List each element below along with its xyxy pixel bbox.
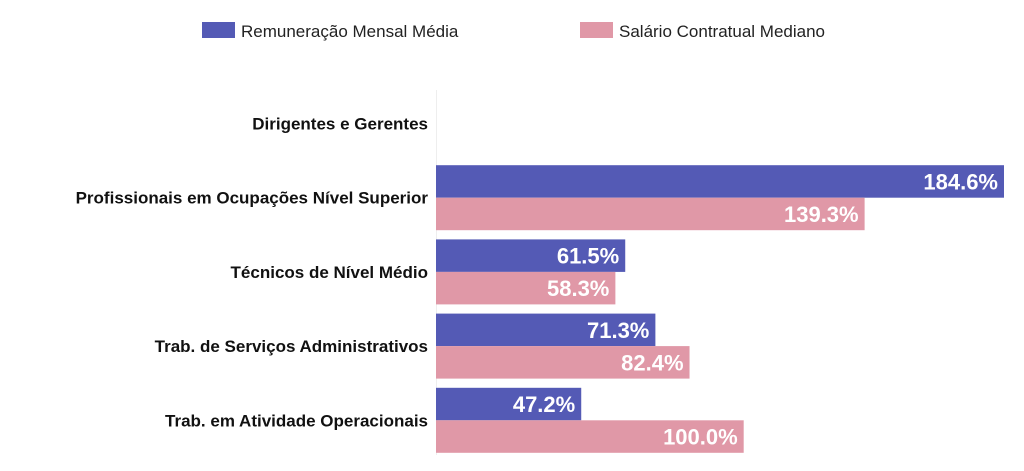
- bar-salario: [436, 420, 744, 453]
- bar-salario: [436, 271, 616, 305]
- bar-salario: [436, 346, 690, 379]
- data-label: 71.3%: [587, 318, 649, 343]
- category-label: Trab. de Serviços Administrativos: [155, 337, 428, 356]
- bar-remuneracao: [436, 387, 582, 421]
- data-label: 100.0%: [663, 425, 738, 450]
- category-label: Técnicos de Nível Médio: [231, 263, 428, 282]
- legend: Remuneração Mensal Média Salário Contrat…: [202, 22, 825, 41]
- data-label: 139.3%: [784, 202, 859, 227]
- legend-label-remuneracao: Remuneração Mensal Média: [241, 22, 459, 41]
- legend-swatch-salario: [580, 22, 613, 38]
- data-label: 47.2%: [513, 392, 575, 417]
- data-label: 61.5%: [557, 244, 619, 269]
- category-label: Dirigentes e Gerentes: [252, 115, 428, 134]
- legend-swatch-remuneracao: [202, 22, 235, 38]
- bar-salario: [436, 197, 865, 231]
- bar-remuneracao: [436, 239, 626, 272]
- category-label: Profissionais em Ocupações Nível Superio…: [76, 189, 429, 208]
- legend-label-salario: Salário Contratual Mediano: [619, 22, 825, 41]
- data-label: 58.3%: [547, 276, 609, 301]
- data-label: 184.6%: [923, 169, 998, 194]
- category-label: Trab. em Atividade Operacionais: [165, 411, 428, 430]
- bar-remuneracao: [436, 313, 656, 347]
- data-label: 82.4%: [621, 350, 683, 375]
- bar-remuneracao: [436, 165, 1004, 198]
